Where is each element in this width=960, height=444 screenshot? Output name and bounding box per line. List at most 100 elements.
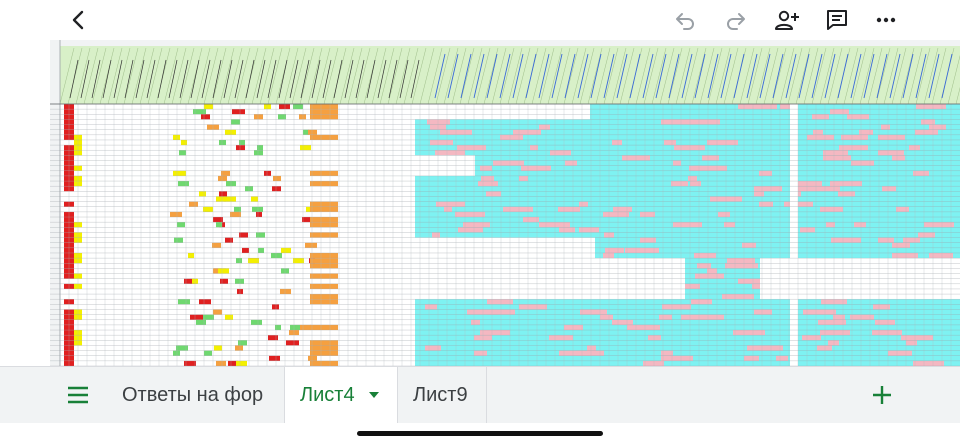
cell [688, 175, 697, 182]
cell [310, 273, 338, 279]
cell [273, 175, 281, 182]
cell [673, 222, 702, 228]
cell [190, 314, 203, 320]
tab-responses[interactable]: Ответы на фор [106, 367, 300, 423]
redo-icon[interactable] [720, 4, 752, 36]
cell [539, 124, 550, 130]
cell [193, 109, 206, 115]
cell [605, 247, 624, 253]
cell [221, 170, 230, 176]
cell [733, 330, 765, 336]
cell [310, 181, 338, 187]
cell [471, 319, 480, 325]
cell [432, 232, 440, 238]
comment-icon[interactable] [821, 4, 853, 36]
header-divider [859, 47, 875, 105]
cell [684, 283, 700, 289]
cell [239, 232, 248, 238]
header-divider [243, 47, 259, 105]
cell [559, 227, 567, 233]
empty-column [790, 104, 798, 366]
cell [612, 319, 633, 325]
header-divider [923, 47, 939, 105]
header-divider [747, 47, 763, 105]
cell [784, 201, 813, 207]
cell [820, 206, 843, 212]
empty-block [415, 104, 590, 120]
back-arrow-icon[interactable] [62, 4, 94, 36]
cell [303, 129, 309, 135]
header-divider [635, 47, 651, 105]
header-divider [683, 47, 699, 105]
header-divider [259, 47, 275, 105]
header-divider [515, 47, 531, 105]
header-divider [411, 47, 427, 105]
cell [603, 211, 629, 218]
header-text-stroke [473, 53, 485, 99]
spreadsheet-canvas[interactable] [50, 40, 960, 366]
cell [694, 252, 716, 259]
cell [231, 119, 240, 125]
cell [478, 181, 498, 187]
header-divider [563, 47, 579, 105]
cell [252, 206, 263, 212]
header-divider [107, 47, 123, 105]
cell [308, 355, 317, 361]
cell [310, 299, 338, 305]
cell [218, 175, 227, 182]
cell [480, 165, 492, 171]
header-divider [267, 47, 283, 105]
dropdown-caret-icon[interactable] [368, 392, 379, 398]
cell [486, 191, 501, 197]
header-divider [763, 47, 779, 105]
header-divider [691, 47, 707, 105]
cell [257, 145, 263, 151]
cell [204, 104, 213, 110]
header-text-stroke [124, 59, 134, 99]
cell [425, 304, 437, 310]
header-divider [443, 47, 459, 105]
header-text-stroke [902, 53, 914, 99]
header-divider [395, 47, 411, 105]
cell [718, 211, 730, 218]
cell [310, 324, 338, 331]
header-text-stroke [278, 59, 288, 99]
header-divider [955, 87, 960, 105]
cell [203, 206, 213, 212]
add-person-icon[interactable] [771, 4, 803, 36]
header-text-stroke [201, 59, 211, 99]
header-text-stroke [399, 59, 409, 99]
header-text-stroke [69, 59, 79, 99]
cell [924, 222, 954, 228]
header-divider [659, 47, 675, 105]
cell [455, 211, 485, 218]
cell [664, 139, 676, 146]
plus-icon[interactable] [862, 375, 902, 415]
cell [600, 314, 613, 320]
more-icon[interactable] [870, 4, 902, 36]
cell [800, 227, 815, 233]
cell [224, 196, 236, 202]
header-text-stroke [512, 53, 524, 99]
cell [225, 237, 233, 243]
header-divider [251, 47, 267, 105]
cell [580, 309, 607, 315]
spreadsheet-grid[interactable] [50, 40, 960, 366]
tab-list4[interactable]: Лист4 [285, 367, 397, 423]
header-text-stroke [486, 53, 498, 99]
cell [802, 335, 821, 341]
cell [550, 150, 571, 156]
header-text-stroke [668, 53, 680, 99]
cell [170, 211, 182, 218]
menu-icon[interactable] [50, 367, 106, 423]
header-text-stroke [785, 53, 797, 99]
header-divider [771, 47, 787, 105]
header-text-stroke [811, 53, 823, 99]
cell [278, 114, 286, 120]
cell [661, 119, 693, 125]
undo-icon[interactable] [669, 4, 701, 36]
header-text-stroke [616, 53, 628, 99]
header-divider [115, 47, 131, 105]
header-divider [507, 47, 523, 105]
tab-list9[interactable]: Лист9 [398, 367, 486, 423]
